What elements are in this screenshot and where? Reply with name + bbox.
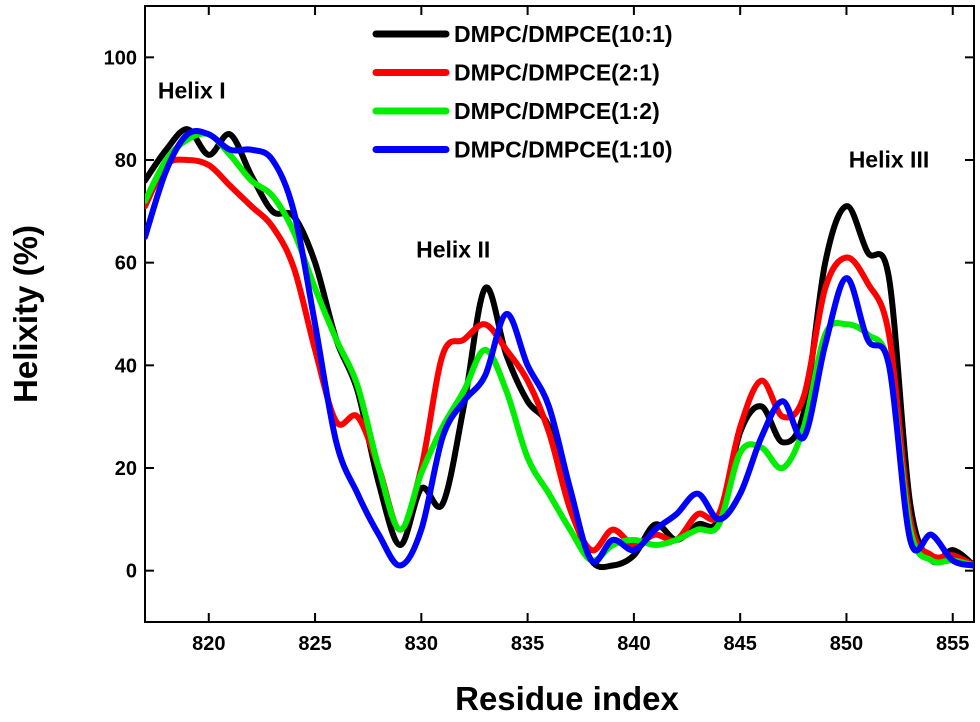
x-tick-label: 845 — [723, 633, 756, 655]
y-tick-label: 60 — [115, 253, 137, 275]
legend-label: DMPC/DMPCE(1:10) — [454, 137, 673, 163]
legend-label: DMPC/DMPCE(10:1) — [454, 21, 673, 47]
helix-annotation: Helix II — [416, 237, 490, 263]
x-tick-label: 830 — [405, 633, 438, 655]
x-tick-label: 825 — [298, 633, 331, 655]
y-tick-label: 80 — [115, 150, 137, 172]
x-tick-label: 820 — [192, 633, 225, 655]
x-tick-label: 835 — [511, 633, 544, 655]
legend: DMPC/DMPCE(10:1) DMPC/DMPCE(2:1) DMPC/DMPC… — [372, 21, 673, 163]
series-line-4 — [145, 128, 974, 569]
series-line-3 — [145, 130, 974, 569]
helix-annotation: Helix III — [849, 147, 930, 173]
x-axis-title: Residue index — [455, 680, 679, 717]
plot-frame — [144, 5, 975, 623]
annotation-layer: Helix I Helix II Helix III — [158, 77, 929, 262]
y-tick-label: 100 — [104, 47, 137, 69]
y-tick-label: 0 — [126, 561, 137, 583]
y-axis: 0 20 40 60 80 100 — [104, 47, 974, 583]
legend-label: DMPC/DMPCE(2:1) — [454, 60, 660, 86]
series-line-2 — [145, 156, 974, 569]
y-axis-title: Helixity (%) — [7, 225, 44, 403]
x-tick-label: 850 — [830, 633, 863, 655]
x-tick-label: 855 — [936, 633, 969, 655]
x-tick-label: 840 — [617, 633, 650, 655]
y-tick-label: 20 — [115, 458, 137, 480]
x-axis: 820 825 830 835 840 845 850 855 — [192, 6, 969, 655]
helix-annotation: Helix I — [158, 77, 226, 103]
legend-label: DMPC/DMPCE(1:2) — [454, 98, 660, 124]
y-tick-label: 40 — [115, 355, 137, 377]
series-layer — [145, 126, 974, 571]
